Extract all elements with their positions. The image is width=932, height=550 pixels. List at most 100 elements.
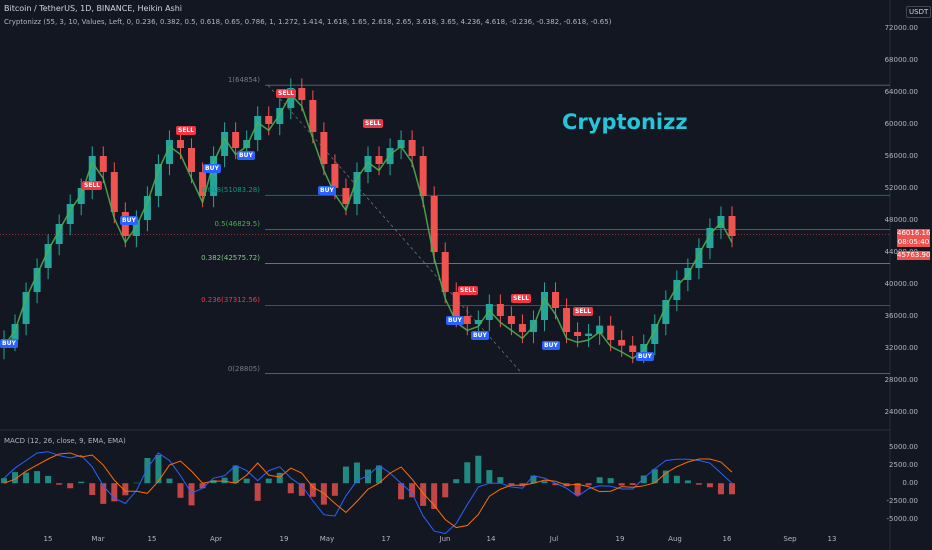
symbol-title[interactable]: Bitcoin / TetherUS, 1D, BINANCE, Heikin …	[4, 4, 183, 13]
time-tick-label: 16	[722, 535, 732, 543]
macd-tick-label: 5000.00	[889, 443, 918, 452]
candle-body	[165, 140, 173, 164]
macd-histogram-bar	[34, 471, 41, 484]
sell-signal-tag: SELL	[458, 286, 479, 295]
candle-body	[254, 116, 262, 140]
macd-histogram-bar	[298, 483, 305, 496]
signal-line	[3, 452, 733, 529]
macd-histogram-bar	[629, 483, 636, 485]
candle-body	[485, 304, 493, 320]
candle-body	[176, 140, 184, 148]
macd-histogram-bar	[78, 481, 85, 484]
price-tick-label: 64000.00	[884, 88, 918, 96]
time-tick-label: 15	[43, 535, 53, 543]
sell-signal-tag: SELL	[276, 89, 297, 98]
macd-histogram-bar	[497, 477, 504, 484]
buy-signal-tag: BUY	[120, 216, 138, 225]
candle-body	[199, 172, 207, 196]
time-tick-label: 19	[615, 535, 625, 543]
candle-body	[640, 344, 648, 352]
macd-histogram-bar	[651, 469, 658, 484]
candle-body	[596, 325, 604, 334]
price-tick-label: 60000.00	[884, 120, 918, 128]
buy-signal-tag: BUY	[318, 186, 336, 195]
candle-body	[66, 204, 74, 224]
macd-histogram-bar	[353, 462, 360, 484]
buy-signal-tag: BUY	[542, 341, 560, 350]
watermark-text: Cryptonizz	[562, 110, 688, 134]
macd-histogram-bar	[100, 483, 107, 504]
candle-body	[188, 148, 196, 172]
macd-histogram-bar	[398, 483, 405, 500]
buy-signal-tag: BUY	[0, 339, 18, 348]
buy-signal-tag: BUY	[471, 331, 489, 340]
candle-body	[474, 320, 482, 324]
candle-body	[265, 116, 273, 124]
price-tick-label: 36000.00	[884, 312, 918, 320]
candle-body	[430, 196, 438, 252]
candle-body	[276, 108, 284, 124]
price-tick-label: 56000.00	[884, 152, 918, 160]
macd-tick-label: 2500.00	[889, 461, 918, 470]
macd-histogram-bar	[596, 477, 603, 484]
candle-body	[607, 325, 615, 340]
candle-body	[210, 156, 218, 196]
macd-histogram-bar	[486, 470, 493, 484]
macd-histogram-bar	[287, 483, 294, 494]
sell-signal-tag: SELL	[363, 119, 384, 128]
fib-level-label: 0(28805)	[227, 364, 260, 373]
price-tick-label: 52000.00	[884, 184, 918, 192]
macd-histogram-bar	[541, 481, 548, 484]
candle-body	[221, 132, 229, 156]
macd-histogram-bar	[662, 470, 669, 484]
candle-body	[132, 220, 140, 236]
currency-button[interactable]: USDT	[906, 6, 932, 18]
low-price-tag: 45763.90	[897, 251, 931, 260]
indicator-legend[interactable]: Cryptonizz (55, 3, 10, Values, Left, 0, …	[4, 18, 612, 26]
candle-body	[452, 292, 460, 316]
candle-body	[331, 164, 339, 188]
candle-body	[44, 244, 52, 268]
candle-body	[22, 292, 30, 324]
candle-body	[728, 216, 736, 236]
trend-indicator-line	[3, 93, 733, 360]
macd-histogram-bar	[431, 483, 438, 509]
candle-body	[408, 140, 416, 156]
candle-body	[298, 88, 306, 100]
time-tick-label: 14	[486, 535, 496, 543]
macd-histogram-bar	[188, 483, 195, 506]
candle-body	[232, 132, 240, 148]
macd-histogram-bar	[111, 483, 118, 502]
macd-histogram-bar	[508, 483, 515, 485]
candle-body	[662, 300, 670, 324]
candle-body	[375, 156, 383, 164]
macd-histogram-bar	[199, 483, 206, 489]
fib-level-label: 0.618(51083.28)	[201, 186, 260, 195]
macd-histogram-bar	[585, 483, 592, 486]
macd-legend[interactable]: MACD (12, 26, close, 9, EMA, EMA)	[4, 437, 126, 445]
macd-histogram-bar	[442, 483, 449, 498]
candle-body	[143, 196, 151, 220]
macd-histogram-bar	[23, 472, 30, 484]
candle-body	[243, 140, 251, 148]
macd-line	[3, 451, 733, 535]
macd-histogram-bar	[618, 483, 625, 486]
macd-histogram-bar	[155, 454, 162, 484]
macd-histogram-bar	[706, 483, 713, 488]
fib-level-label: 0.382(42575.72)	[201, 254, 260, 263]
candle-body	[77, 188, 85, 204]
candle-body	[518, 324, 526, 332]
candle-body	[695, 248, 703, 268]
candle-body	[585, 333, 593, 336]
time-tick-label: Apr	[209, 535, 223, 543]
time-tick-label: 19	[279, 535, 289, 543]
macd-histogram-bar	[365, 469, 371, 484]
macd-histogram-bar	[717, 483, 724, 495]
macd-histogram-bar	[607, 478, 614, 484]
macd-histogram-bar	[243, 478, 250, 484]
buy-signal-tag: BUY	[636, 352, 654, 361]
candle-body	[287, 88, 295, 108]
price-tick-label: 32000.00	[884, 344, 918, 352]
